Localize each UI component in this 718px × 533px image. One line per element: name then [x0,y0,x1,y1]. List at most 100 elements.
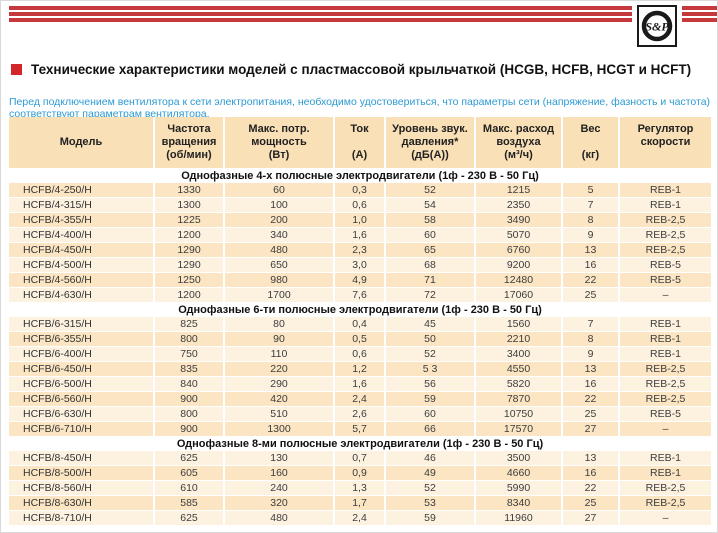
value-cell: 17570 [476,422,561,436]
value-cell: 160 [225,466,333,480]
value-cell: 8340 [476,496,561,510]
column-header-model: Модель [9,117,153,168]
value-cell: 25 [563,288,618,302]
value-cell: 625 [155,511,223,525]
value-cell: 16 [563,466,618,480]
value-cell: 50 [386,332,474,346]
value-cell: 0,9 [335,466,384,480]
value-cell: 0,5 [335,332,384,346]
value-cell: 825 [155,317,223,331]
value-cell: REB-1 [620,317,711,331]
value-cell: 8 [563,213,618,227]
section-header: Однофазные 8-ми полюсные электродвигател… [9,436,711,451]
value-cell: 0,3 [335,183,384,197]
value-cell: 22 [563,392,618,406]
value-cell: 1200 [155,288,223,302]
brand-stripes-left [9,6,632,24]
value-cell: 100 [225,198,333,212]
value-cell: REB-1 [620,466,711,480]
value-cell: 1,0 [335,213,384,227]
value-cell: 900 [155,422,223,436]
model-cell: HCFB/8-450/H [9,451,153,465]
value-cell: REB-1 [620,332,711,346]
red-stripe [9,6,632,10]
section-rows: HCFB/8-450/H 625 130 0,7 46 3500 13 REB-1 HCFB/8… [9,451,711,525]
model-cell: HCFB/8-710/H [9,511,153,525]
spec-table: Модель Частота вращения (об/мин) Макс. п… [9,117,711,525]
model-cell: HCFB/6-315/H [9,317,153,331]
value-cell: 7,6 [335,288,384,302]
value-cell: 800 [155,332,223,346]
value-cell: 13 [563,451,618,465]
value-cell: 480 [225,243,333,257]
value-cell: 6760 [476,243,561,257]
value-cell: 840 [155,377,223,391]
value-cell: 80 [225,317,333,331]
value-cell: 9 [563,347,618,361]
value-cell: 9 [563,228,618,242]
value-cell: 1,2 [335,362,384,376]
value-cell: 1200 [155,228,223,242]
value-cell: REB-2,5 [620,213,711,227]
model-cell: HCFB/4-250/H [9,183,153,197]
value-cell: 2,4 [335,392,384,406]
section-header: Однофазные 6-ти полюсные электродвигател… [9,302,711,317]
value-cell: 2,6 [335,407,384,421]
model-cell: HCFB/8-500/H [9,466,153,480]
column-header-current: Ток (А) [335,117,384,168]
value-cell: 52 [386,183,474,197]
model-cell: HCFB/4-630/H [9,288,153,302]
value-cell: 0,6 [335,198,384,212]
section-header: Однофазные 4-х полюсные электродвигатели… [9,168,711,183]
column-header-max-power: Макс. потр. мощность (Вт) [225,117,333,168]
column-header-speed-regulator: Регулятор скорости [620,117,711,168]
value-cell: 58 [386,213,474,227]
value-cell: 4660 [476,466,561,480]
value-cell: 7 [563,198,618,212]
value-cell: 3490 [476,213,561,227]
model-cell: HCFB/6-400/H [9,347,153,361]
value-cell: 12480 [476,273,561,287]
value-cell: 800 [155,407,223,421]
value-cell: REB-5 [620,258,711,272]
value-cell: 610 [155,481,223,495]
value-cell: 5 [563,183,618,197]
value-cell: 1560 [476,317,561,331]
sp-logo: S&P [637,5,677,47]
value-cell: 200 [225,213,333,227]
value-cell: 0,7 [335,451,384,465]
value-cell: 130 [225,451,333,465]
section-rows: HCFB/6-315/H 825 80 0,4 45 1560 7 REB-1 HCFB/6-3… [9,317,711,436]
value-cell: 5990 [476,481,561,495]
value-cell: 72 [386,288,474,302]
value-cell: 0,6 [335,347,384,361]
value-cell: 3,0 [335,258,384,272]
section-rows: HCFB/4-250/H 1330 60 0,3 52 1215 5 REB-1 HCFB/4-… [9,183,711,302]
value-cell: 7 [563,317,618,331]
value-cell: 1300 [225,422,333,436]
value-cell: 68 [386,258,474,272]
page-title: Технические характеристики моделей с пла… [31,62,692,77]
value-cell: 510 [225,407,333,421]
value-cell: 16 [563,258,618,272]
value-cell: 56 [386,377,474,391]
value-cell: 980 [225,273,333,287]
value-cell: 110 [225,347,333,361]
value-cell: 60 [386,407,474,421]
value-cell: 9200 [476,258,561,272]
value-cell: 1330 [155,183,223,197]
column-header-weight: Вес (кг) [563,117,618,168]
value-cell: 0,4 [335,317,384,331]
value-cell: 27 [563,422,618,436]
value-cell: 13 [563,362,618,376]
value-cell: 65 [386,243,474,257]
value-cell: 650 [225,258,333,272]
value-cell: REB-2,5 [620,377,711,391]
value-cell: 8 [563,332,618,346]
value-cell: 1290 [155,243,223,257]
value-cell: 4,9 [335,273,384,287]
value-cell: 1,3 [335,481,384,495]
value-cell: 3500 [476,451,561,465]
brand-stripes-right [682,6,717,24]
value-cell: REB-2,5 [620,243,711,257]
